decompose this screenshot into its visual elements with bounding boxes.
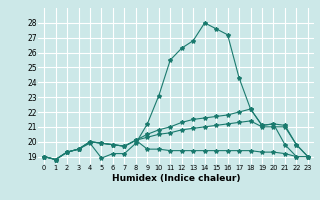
X-axis label: Humidex (Indice chaleur): Humidex (Indice chaleur) (112, 174, 240, 183)
